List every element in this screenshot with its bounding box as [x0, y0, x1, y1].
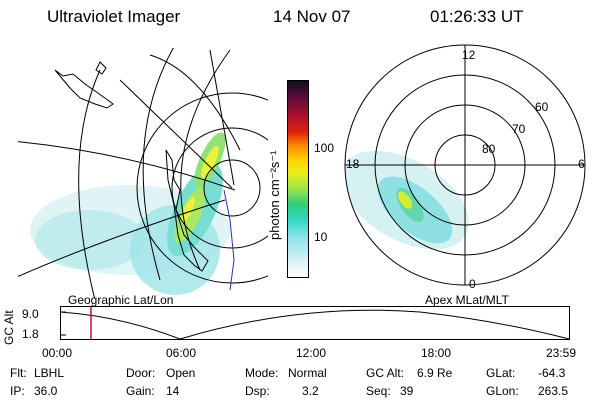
dsp-value: 3.2	[302, 384, 319, 398]
glat-value: -64.3	[538, 366, 566, 380]
mode-value: Normal	[288, 366, 327, 380]
mlt-label-12: 12	[462, 48, 476, 62]
time-tick-1200: 12:00	[296, 346, 327, 360]
time-tick-1800: 18:00	[421, 346, 452, 360]
door-value: Open	[166, 366, 196, 380]
altitude-tick-high: 9.0	[22, 307, 39, 321]
flt-value: LBHL	[34, 366, 65, 380]
mlt-label-6: 6	[578, 157, 585, 171]
mlat-label-60: 60	[535, 100, 549, 114]
gain-label: Gain:	[126, 384, 155, 398]
observation-time: 01:26:33 UT	[430, 7, 524, 26]
gcalt-label: GC Alt:	[366, 366, 405, 380]
glat-label: GLat:	[486, 366, 516, 380]
time-tick-0000: 00:00	[42, 346, 73, 360]
polar-plot	[344, 44, 586, 286]
gcalt-value: 6.9 Re	[417, 366, 453, 380]
colorbar-unit-label: photon cm⁻²s⁻¹	[267, 150, 282, 240]
colorbar	[287, 80, 309, 278]
altitude-curve	[60, 309, 570, 340]
instrument-title: Ultraviolet Imager	[47, 7, 181, 26]
mlt-label-0: 0	[469, 277, 476, 291]
seq-label: Seq:	[366, 384, 391, 398]
geographic-map-image	[18, 48, 268, 298]
time-tick-2359: 23:59	[546, 346, 577, 360]
apex-caption: Apex MLat/MLT	[425, 293, 509, 307]
mode-label: Mode:	[245, 366, 279, 380]
ip-value: 36.0	[34, 384, 58, 398]
gain-value: 14	[166, 384, 180, 398]
altitude-axis-label: GC Alt	[2, 310, 16, 345]
flt-label: Flt:	[10, 366, 27, 380]
altitude-plot	[60, 306, 570, 340]
colorbar-tick-10: 10	[314, 230, 328, 244]
ip-label: IP:	[10, 384, 25, 398]
mlt-label-18: 18	[346, 157, 360, 171]
observation-date: 14 Nov 07	[273, 7, 351, 26]
mlat-label-80: 80	[482, 142, 496, 156]
door-label: Door:	[126, 366, 156, 380]
glon-value: 263.5	[538, 384, 569, 398]
dsp-label: Dsp:	[245, 384, 270, 398]
mlat-label-70: 70	[512, 122, 526, 136]
geographic-caption: Geographic Lat/Lon	[68, 293, 174, 307]
altitude-tick-low: 1.8	[22, 327, 39, 341]
seq-value: 39	[400, 384, 414, 398]
glon-label: GLon:	[486, 384, 519, 398]
colorbar-tick-100: 100	[314, 141, 335, 155]
time-tick-0600: 06:00	[166, 346, 197, 360]
